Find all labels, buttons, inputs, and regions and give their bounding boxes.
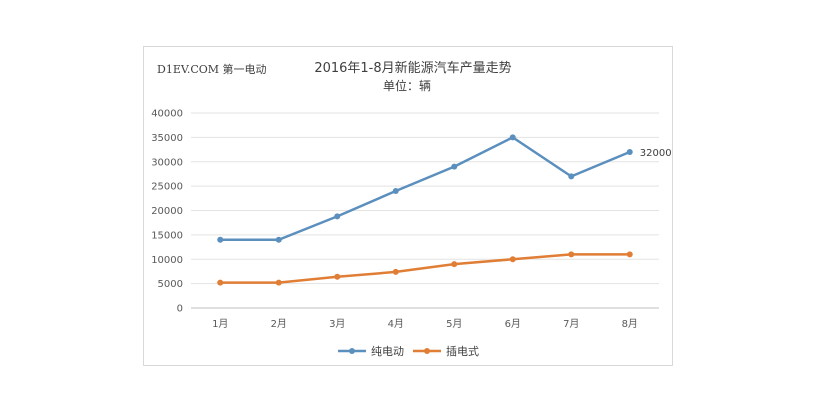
y-tick-label: 15000 [151,230,183,241]
data-point [392,268,399,275]
x-tick-label: 4月 [388,318,404,330]
watermark: D1EV.COM 第一电动 [157,62,267,76]
x-tick-label: 1月 [212,318,228,330]
chart-subtitle: 单位：辆 [383,78,431,93]
y-tick-label: 10000 [151,255,183,266]
data-point [509,256,516,263]
x-tick-label: 2月 [271,318,287,330]
legend: 纯电动 插电式 [338,344,479,358]
data-point [334,213,341,220]
legend-label: 纯电动 [371,345,404,358]
data-point [334,273,341,280]
data-point [626,251,633,258]
data-point [217,236,224,243]
y-tick-label: 30000 [151,157,183,168]
data-point [392,188,399,194]
data-point [568,173,575,180]
x-tick-label: 5月 [446,318,462,330]
series-group [217,134,633,286]
data-point [275,279,282,286]
x-tick-label: 3月 [329,318,345,330]
gridlines [191,112,659,309]
data-point [451,261,458,268]
x-tick-label: 8月 [622,318,638,330]
data-labels: 32000 [640,148,672,159]
x-tick-label: 6月 [505,318,521,330]
data-point [217,279,224,286]
y-tick-label: 20000 [151,206,183,217]
legend-marker [424,348,430,354]
data-label: 32000 [640,148,672,159]
series-line-1 [220,136,631,241]
y-tick-label: 35000 [151,133,183,144]
y-tick-label: 40000 [151,109,183,120]
data-point [451,163,458,170]
y-axis-ticks: 0 5000 10000 15000 20000 25000 30000 35000 40000 [151,109,183,315]
data-point [509,134,516,141]
data-point [568,251,575,258]
legend-marker [349,348,355,354]
chart-frame [143,46,673,366]
data-point [275,236,282,243]
series-line-2 [220,253,630,284]
x-tick-label: 7月 [563,318,579,330]
y-tick-label: 5000 [158,279,183,290]
y-tick-label: 0 [177,304,183,315]
y-tick-label: 25000 [151,182,183,193]
chart-title: 2016年1-8月新能源汽车产量走势 [314,60,511,76]
data-point [626,149,633,155]
legend-label: 插电式 [446,344,479,358]
x-axis-ticks: 1月 2月 3月 4月 5月 6月 7月 8月 [212,318,638,330]
